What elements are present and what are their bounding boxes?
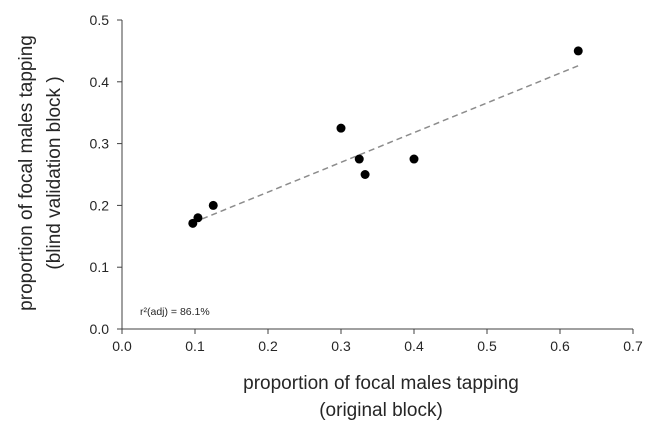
y-tick-label: 0.5: [90, 12, 110, 28]
x-tick-label: 0.0: [112, 338, 132, 354]
y-tick-label: 0.1: [90, 259, 110, 275]
y-axis-title-line2: (blind validation block ): [44, 76, 65, 269]
data-point: [193, 213, 203, 223]
x-axis-title-line2: (original block): [319, 400, 443, 421]
y-tick-label: 0.3: [90, 136, 110, 152]
y-axis-ticks: 0.0 0.1 0.2 0.3 0.4 0.5: [90, 12, 122, 337]
data-point: [208, 200, 218, 210]
data-point: [336, 123, 346, 133]
x-tick-label: 0.5: [477, 338, 497, 354]
y-tick-label: 0.2: [90, 197, 110, 213]
data-point: [360, 170, 370, 179]
x-tick-label: 0.6: [550, 338, 570, 354]
data-point: [409, 154, 419, 164]
y-tick-label: 0.4: [90, 74, 110, 90]
data-point: [573, 46, 583, 56]
x-axis-title-line1: proportion of focal males tapping: [243, 373, 519, 394]
x-axis-ticks: 0.0 0.1 0.2 0.3 0.4 0.5 0.6 0.7: [112, 329, 643, 354]
x-tick-label: 0.1: [185, 338, 205, 354]
x-tick-label: 0.4: [404, 338, 424, 354]
data-points: [188, 46, 583, 228]
trendline: [192, 65, 579, 224]
data-point: [354, 154, 364, 164]
y-axis-title-line1: proportion of focal males tapping: [16, 35, 37, 311]
x-tick-label: 0.3: [331, 338, 351, 354]
y-tick-label: 0.0: [90, 321, 110, 337]
r-squared-annotation: r²(adj) = 86.1%: [140, 306, 210, 318]
x-tick-label: 0.7: [623, 338, 643, 354]
x-tick-label: 0.2: [258, 338, 278, 354]
